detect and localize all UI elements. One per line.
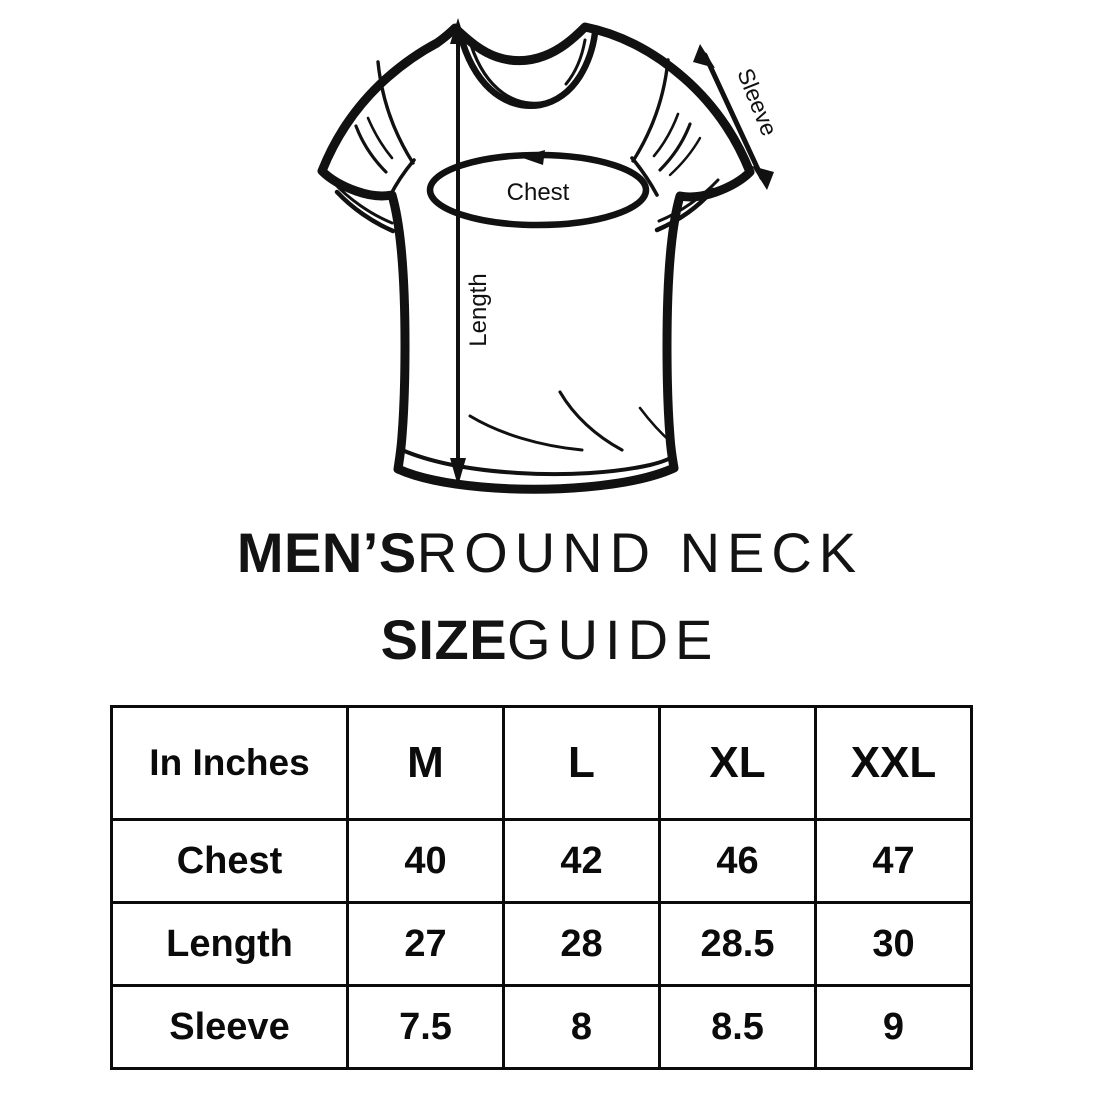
title-block: MEN’SROUND NECK SIZEGUIDE xyxy=(0,521,1100,672)
tshirt-illustration: Chest Length Sleeve xyxy=(0,0,1100,520)
title-mens: MEN’S xyxy=(236,521,417,584)
table-row-chest: Chest 40 42 46 47 xyxy=(110,818,973,904)
cell-length-l: 28 xyxy=(502,901,661,987)
fold-right-2 xyxy=(658,122,692,172)
cell-chest-xl: 46 xyxy=(658,818,817,904)
sleeve-arrowhead-top xyxy=(693,44,715,68)
sleeve-hem-right xyxy=(654,187,716,233)
length-arrowhead-top xyxy=(450,18,466,44)
cell-chest-l: 42 xyxy=(502,818,661,904)
fold-left-1 xyxy=(388,158,416,198)
header-size-l: L xyxy=(502,705,661,821)
shoulder-seam-right xyxy=(631,58,670,163)
table-row-length: Length 27 28 28.5 30 xyxy=(110,901,973,987)
cell-length-m: 27 xyxy=(346,901,505,987)
chest-arrowhead xyxy=(520,150,545,165)
title-line-2: SIZEGUIDE xyxy=(0,607,1100,672)
header-size-xl: XL xyxy=(658,705,817,821)
collar-ribbing-2 xyxy=(564,38,587,86)
length-arrowhead-bottom xyxy=(450,458,466,486)
fold-right-1 xyxy=(630,156,659,197)
cell-length-xl: 28.5 xyxy=(658,901,817,987)
row-label-chest: Chest xyxy=(110,818,349,904)
fold-right-4 xyxy=(668,136,702,177)
shoulder-seam-left xyxy=(376,60,415,165)
drape-line-2 xyxy=(468,414,584,452)
drape-line-3 xyxy=(638,406,674,445)
collar-ribbing xyxy=(469,43,551,105)
chest-label: Chest xyxy=(507,179,570,206)
cell-length-xxl: 30 xyxy=(814,901,973,987)
header-unit-label: In Inches xyxy=(110,705,349,821)
collar-inner xyxy=(456,29,599,109)
title-size: SIZE xyxy=(380,607,508,671)
table-row-sleeve: Sleeve 7.5 8 8.5 9 xyxy=(110,984,973,1070)
cell-chest-xxl: 47 xyxy=(814,818,973,904)
cell-chest-m: 40 xyxy=(346,818,505,904)
cell-sleeve-xxl: 9 xyxy=(814,984,973,1070)
header-size-xxl: XXL xyxy=(814,705,973,821)
row-label-sleeve: Sleeve xyxy=(110,984,349,1070)
fold-left-2 xyxy=(354,124,388,174)
title-round-neck: ROUND NECK xyxy=(416,521,864,584)
fold-right-3 xyxy=(652,112,680,158)
cell-sleeve-m: 7.5 xyxy=(346,984,505,1070)
length-label: Length xyxy=(465,273,492,346)
fold-left-3 xyxy=(366,116,394,160)
drape-line-1 xyxy=(558,390,624,452)
size-table-container: In Inches M L XL XXL Chest 40 42 46 47 L… xyxy=(110,705,973,1070)
sleeve-hem-right-2 xyxy=(657,178,720,223)
sleeve-hem-left-2 xyxy=(331,180,394,225)
sleeve-measure-line xyxy=(702,52,765,181)
title-line-1: MEN’SROUND NECK xyxy=(0,521,1100,585)
size-table: In Inches M L XL XXL Chest 40 42 46 47 L… xyxy=(110,705,973,1070)
cell-sleeve-xl: 8.5 xyxy=(658,984,817,1070)
sleeve-hem-left xyxy=(334,189,396,234)
title-guide: GUIDE xyxy=(507,607,720,671)
bottom-hem-line xyxy=(400,448,675,477)
tshirt-outline xyxy=(317,22,755,494)
row-label-length: Length xyxy=(110,901,349,987)
cell-sleeve-l: 8 xyxy=(502,984,661,1070)
header-size-m: M xyxy=(346,705,505,821)
sleeve-arrowhead-bottom xyxy=(752,166,774,190)
table-header-row: In Inches M L XL XXL xyxy=(110,705,973,821)
